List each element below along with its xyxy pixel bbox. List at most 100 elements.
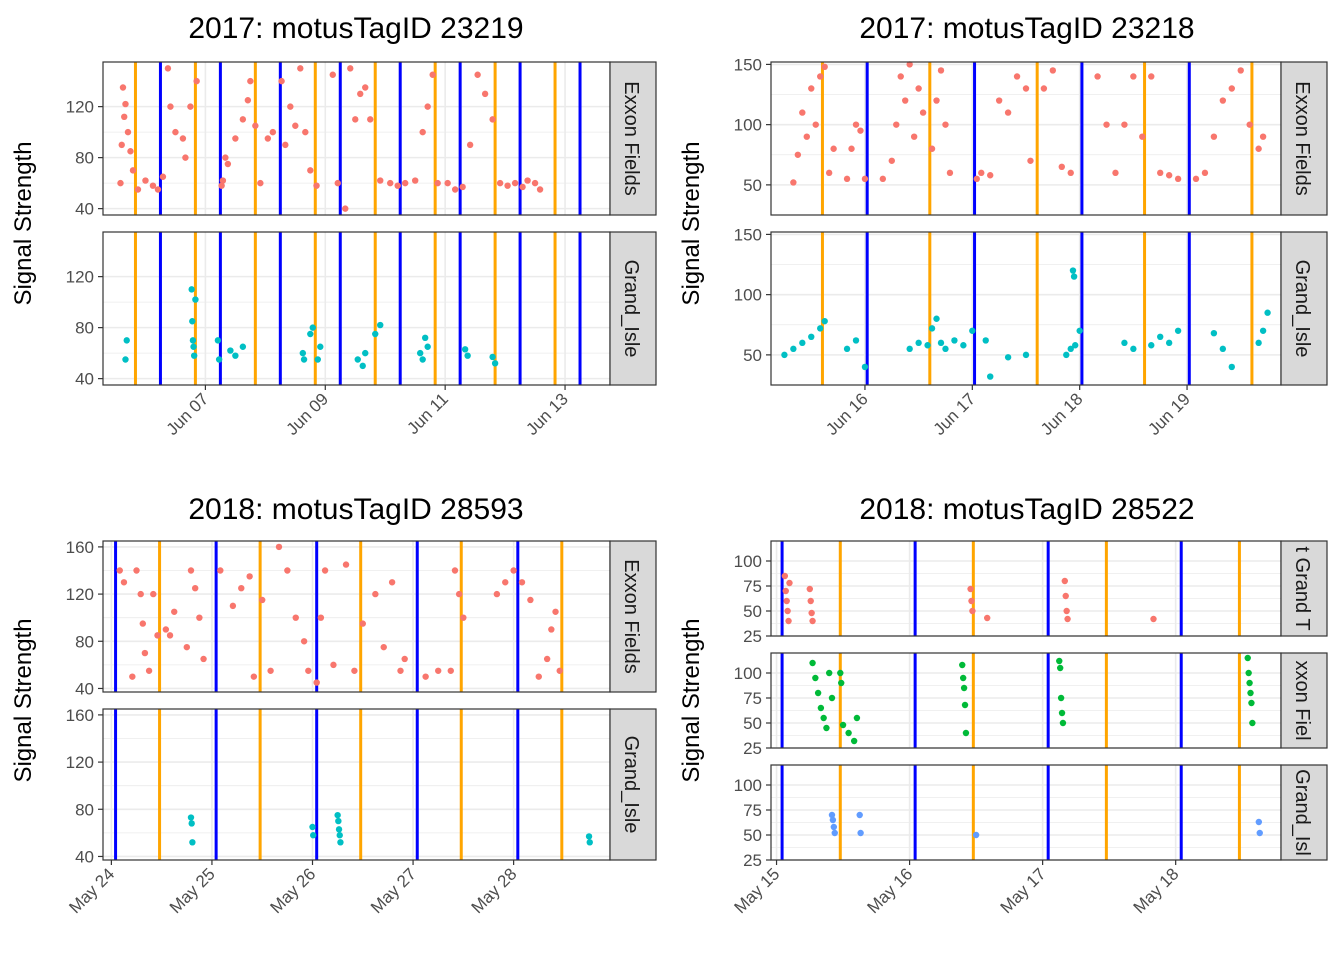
data-point (1072, 342, 1079, 349)
data-point (843, 175, 851, 183)
data-point (300, 356, 308, 363)
data-point (493, 590, 501, 598)
data-point (215, 356, 223, 363)
data-point (434, 179, 441, 187)
data-point (817, 704, 825, 712)
data-point (481, 90, 489, 98)
facet-strip-label: t Grand T (1291, 546, 1313, 630)
data-point (307, 167, 314, 174)
data-point (190, 343, 197, 350)
data-point (321, 567, 329, 574)
data-point (803, 133, 810, 140)
y-tick-label: 80 (75, 149, 94, 168)
data-point (781, 572, 789, 580)
chart-3: 2018: motusTagID 28593 Signal Strength 40 8… (10, 493, 657, 917)
data-point (337, 839, 344, 846)
data-point (335, 826, 343, 833)
y-tick-label: 160 (66, 706, 94, 725)
data-point (799, 339, 806, 347)
data-point (435, 667, 442, 674)
data-point (826, 669, 833, 677)
data-point (219, 177, 227, 184)
data-point (510, 567, 517, 574)
data-point (238, 584, 245, 592)
data-point (1049, 67, 1057, 74)
y-tick-label: 40 (75, 847, 94, 866)
data-point (421, 334, 429, 342)
data-point (183, 643, 191, 651)
data-point (232, 135, 239, 142)
data-point (821, 317, 828, 325)
data-point (502, 579, 509, 586)
data-point (1210, 133, 1218, 140)
panel-background (103, 62, 610, 215)
data-point (982, 337, 989, 344)
data-point (424, 343, 431, 350)
x-tick-label: May 15 (731, 864, 784, 917)
data-point (307, 330, 314, 338)
data-point (367, 116, 374, 123)
data-point (1249, 719, 1256, 727)
data-point (969, 327, 976, 334)
data-point (154, 632, 161, 639)
data-point (959, 674, 967, 682)
data-point (133, 567, 140, 574)
data-point (252, 122, 259, 129)
facet-panel: 40 80 120 160 Exxon Fields (66, 538, 657, 698)
data-point (419, 128, 426, 136)
data-point (162, 626, 170, 633)
data-point (362, 84, 369, 91)
data-point (848, 145, 855, 152)
data-point (380, 643, 387, 651)
y-tick-label: 40 (75, 679, 94, 698)
data-point (299, 349, 307, 357)
data-point (519, 183, 526, 191)
y-axis-label: Signal Strength (10, 141, 37, 305)
data-point (1259, 327, 1267, 334)
chart-title: 2018: motusTagID 28522 (859, 493, 1194, 526)
data-point (317, 614, 325, 621)
facet-strip-label: Exxon Fields (620, 559, 642, 674)
data-point (853, 714, 861, 722)
data-point (489, 353, 496, 361)
data-point (1069, 267, 1077, 274)
data-point (1247, 689, 1254, 697)
data-point (259, 596, 266, 604)
data-point (387, 179, 394, 187)
data-point (839, 721, 847, 729)
y-tick-label: 100 (734, 552, 762, 571)
data-point (799, 109, 806, 116)
data-point (812, 121, 819, 128)
data-point (189, 337, 197, 344)
data-point (455, 590, 463, 598)
data-point (217, 567, 224, 574)
y-tick-label: 120 (66, 98, 94, 117)
data-point (123, 337, 130, 344)
y-tick-label: 80 (75, 319, 94, 338)
y-tick-label: 100 (734, 116, 762, 135)
data-point (790, 179, 797, 186)
data-point (783, 597, 790, 605)
data-point (300, 638, 308, 645)
data-point (182, 154, 189, 161)
facet-strip (609, 540, 657, 693)
data-point (543, 655, 551, 663)
y-tick-label: 120 (66, 753, 94, 772)
y-tick-label: 75 (743, 689, 762, 708)
facet-panel: 40 80 120 Grand_Isle (66, 231, 657, 389)
data-point (292, 122, 299, 129)
data-point (187, 103, 194, 110)
data-point (1063, 607, 1070, 615)
facet-strip (1280, 652, 1328, 749)
data-point (1062, 592, 1069, 600)
data-point (959, 661, 966, 669)
data-point (334, 179, 341, 187)
data-point (906, 345, 913, 353)
data-point (960, 342, 967, 349)
data-point (317, 343, 324, 350)
data-point (357, 90, 364, 98)
y-axis-label: Signal Strength (678, 618, 705, 782)
chart-title: 2018: motusTagID 28593 (188, 493, 523, 526)
data-point (548, 626, 555, 633)
data-point (187, 814, 195, 821)
